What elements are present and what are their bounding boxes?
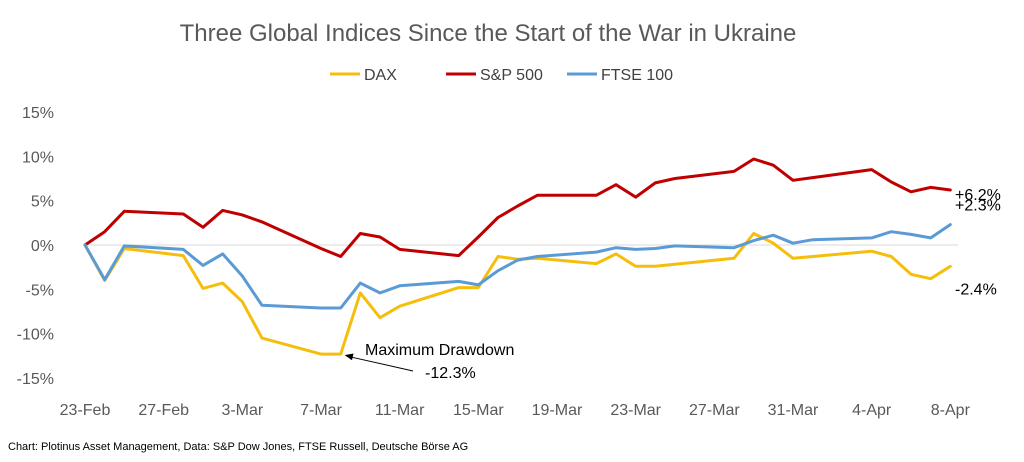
x-tick-label: 23-Feb xyxy=(60,402,111,419)
end-label-s-p-500: +6.2% xyxy=(955,187,1001,204)
legend-label-s-p-500: S&P 500 xyxy=(480,67,543,84)
y-tick-label: -10% xyxy=(17,327,54,344)
x-tick-label: 15-Mar xyxy=(453,402,504,419)
y-tick-label: 10% xyxy=(22,149,54,166)
x-tick-label: 11-Mar xyxy=(375,402,425,419)
x-tick-label: 7-Mar xyxy=(300,402,342,419)
series-layer xyxy=(83,157,952,356)
x-tick-label: 31-Mar xyxy=(768,402,819,419)
legend: DAX S&P 500 FTSE 100 xyxy=(330,67,673,84)
x-tick-label: 8-Apr xyxy=(931,402,971,419)
y-tick-label: 15% xyxy=(22,105,54,122)
end-label-dax: -2.4% xyxy=(955,281,997,298)
x-tick-label: 23-Mar xyxy=(610,402,661,419)
x-tick-label: 19-Mar xyxy=(532,402,583,419)
y-tick-label: 0% xyxy=(31,238,54,255)
x-tick-label: 3-Mar xyxy=(221,402,263,419)
y-axis: -15% -10% -5% 0% 5% 10% 15% xyxy=(17,105,54,388)
annotation-arrow-line xyxy=(346,355,414,372)
y-tick-label: -5% xyxy=(26,282,54,299)
x-tick-label: 27-Feb xyxy=(138,402,189,419)
legend-label-ftse-100: FTSE 100 xyxy=(601,67,673,84)
series-line-s-p-500 xyxy=(83,157,952,258)
end-labels: -2.4% +6.2%+2.3% xyxy=(955,187,1001,298)
x-axis: 23-Feb 27-Feb 3-Mar 7-Mar 11-Mar 15-Mar 19-Mar… xyxy=(60,402,971,419)
annotation-layer: Maximum Drawdown -12.3% xyxy=(344,342,514,382)
y-tick-label: -15% xyxy=(17,371,54,388)
end-label-ftse-100: +2.3% xyxy=(955,198,1001,215)
x-tick-label: 27-Mar xyxy=(689,402,740,419)
annotation-value: -12.3% xyxy=(425,365,476,382)
series-line-ftse-100 xyxy=(83,223,952,310)
chart-title: Three Global Indices Since the Start of … xyxy=(180,20,797,47)
series-line-dax xyxy=(83,232,952,356)
y-tick-label: 5% xyxy=(31,194,54,211)
legend-label-dax: DAX xyxy=(364,67,397,84)
annotation-label: Maximum Drawdown xyxy=(365,342,514,359)
chart-source: Chart: Plotinus Asset Management, Data: … xyxy=(8,441,468,453)
annotation-arrowhead xyxy=(344,353,354,361)
x-tick-label: 4-Apr xyxy=(852,402,892,419)
